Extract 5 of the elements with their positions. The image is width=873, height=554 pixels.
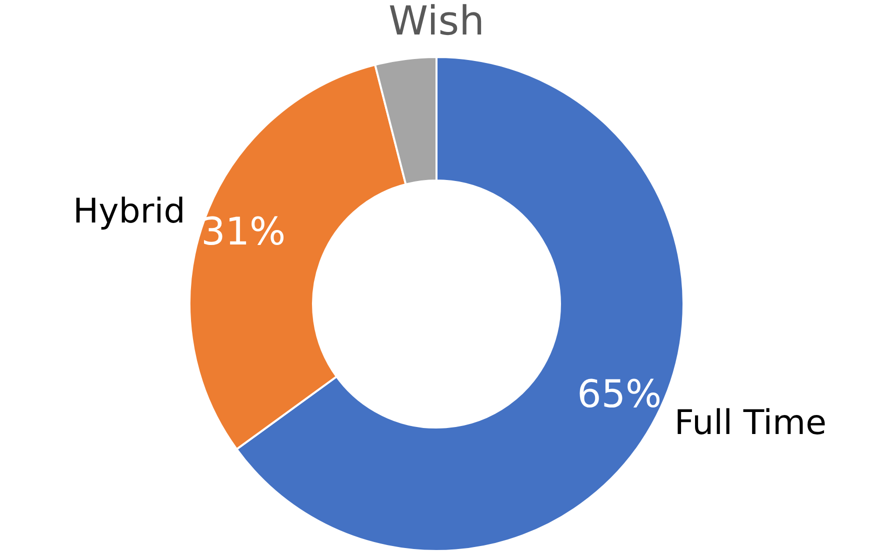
slice-label: Hybrid: [73, 191, 186, 232]
data-label: 31%: [201, 209, 286, 254]
chart-title: Wish: [388, 0, 484, 44]
data-label: 65%: [577, 372, 662, 416]
slice-label: Full Time: [674, 403, 827, 444]
